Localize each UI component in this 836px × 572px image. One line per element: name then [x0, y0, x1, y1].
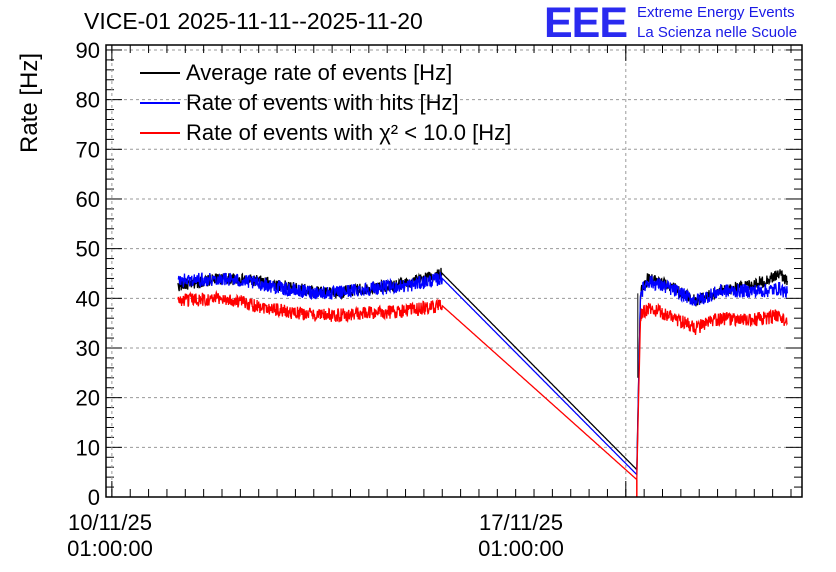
legend-label-chi2: Rate of events with χ² < 10.0 [Hz]	[186, 120, 512, 145]
logo-tagline-1: Extreme Energy Events	[637, 4, 795, 21]
x-tick-label-1: 17/11/25 01:00:00	[478, 510, 564, 562]
logo-tagline-2: La Scienza nelle Scuole	[637, 24, 798, 41]
chart-title: VICE-01 2025-11-11--2025-11-20	[84, 8, 423, 34]
y-tick-label-30: 30	[76, 336, 100, 361]
eee-logo: EEE	[544, 0, 628, 47]
legend-item-average: Average rate of events [Hz]	[140, 58, 600, 88]
y-axis-label: Rate [Hz]	[16, 52, 43, 154]
x-tick-date-1: 17/11/25	[478, 510, 564, 535]
y-tick-label-40: 40	[76, 286, 100, 311]
legend-swatch-chi2	[140, 132, 180, 134]
legend-swatch-hits	[140, 102, 180, 104]
legend-swatch-average	[140, 72, 180, 74]
y-tick-label-90: 90	[76, 38, 100, 63]
series-line-1	[177, 272, 788, 477]
y-tick-label-60: 60	[76, 187, 100, 212]
y-tick-label-0: 0	[88, 485, 100, 510]
legend-item-hits: Rate of events with hits [Hz]	[140, 88, 600, 118]
series-line-2	[177, 289, 788, 481]
x-tick-time-1: 01:00:00	[478, 536, 564, 561]
x-tick-label-0: 10/11/25 01:00:00	[67, 510, 153, 562]
y-tick-label-70: 70	[76, 137, 100, 162]
x-tick-time-0: 01:00:00	[67, 536, 153, 561]
legend-label-average: Average rate of events [Hz]	[186, 60, 453, 85]
legend-label-hits: Rate of events with hits [Hz]	[186, 90, 459, 115]
y-tick-label-10: 10	[76, 435, 100, 460]
legend-item-chi2: Rate of events with χ² < 10.0 [Hz]	[140, 118, 600, 148]
plot-frame	[105, 44, 803, 498]
y-tick-label-20: 20	[76, 386, 100, 411]
x-tick-date-0: 10/11/25	[67, 510, 153, 535]
y-tick-label-50: 50	[76, 237, 100, 262]
y-tick-label-80: 80	[76, 88, 100, 113]
